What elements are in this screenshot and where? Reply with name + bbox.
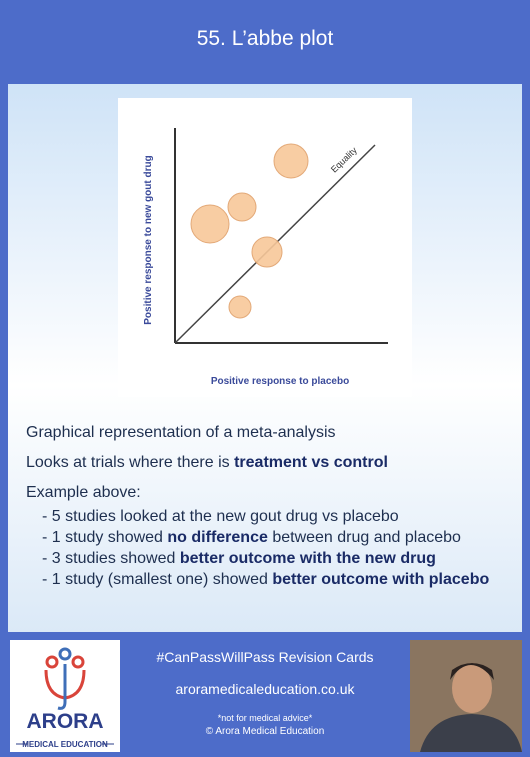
disclaimer: *not for medical advice*: [217, 713, 313, 723]
bubble: [190, 204, 230, 244]
text: Looks at trials where there is: [26, 454, 235, 471]
bubble: [251, 236, 283, 268]
bullet: - 5 studies looked at the new gout drug …: [42, 508, 516, 526]
bullet: - 1 study showed no difference between d…: [42, 529, 516, 547]
content-panel: Equality Positive response to new gout d…: [8, 84, 522, 632]
bold-text: better outcome with placebo: [272, 571, 490, 588]
labbe-figure: Equality Positive response to new gout d…: [118, 98, 412, 397]
text: - 1 study (smallest one) showed: [42, 571, 273, 588]
bold-text: no difference: [167, 529, 268, 546]
bubble: [228, 295, 252, 319]
bubble: [227, 192, 257, 222]
face: [452, 663, 492, 713]
title: 55. L’abbe plot: [0, 0, 530, 84]
text: between drug and placebo: [267, 529, 461, 546]
website: aroramedicaleducation.co.uk: [175, 681, 355, 697]
tagline: #CanPassWillPass Revision Cards: [156, 649, 374, 665]
body-text: Graphical representation of a meta-analy…: [26, 424, 516, 592]
logo-dot: [58, 647, 72, 661]
logo-sub: MEDICAL EDUCATION: [22, 740, 108, 749]
text: - 5 studies looked at the new gout drug …: [42, 508, 399, 525]
logo-dot: [45, 655, 59, 669]
bold-text: better outcome with the new drug: [179, 550, 436, 567]
y-label: Positive response to new gout drug: [143, 155, 154, 324]
x-label: Positive response to placebo: [211, 376, 349, 387]
bullet-list: - 5 studies looked at the new gout drug …: [26, 508, 516, 589]
intro: Graphical representation of a meta-analy…: [26, 424, 336, 441]
hair: [450, 663, 494, 680]
footer-text: #CanPassWillPass Revision Cards aroramed…: [130, 640, 400, 737]
bubble: [273, 143, 309, 179]
photo: [410, 640, 522, 752]
logo-graphic: ARORA MEDICAL EDUCATION: [16, 647, 114, 749]
text: - 1 study showed: [42, 529, 168, 546]
logo-name: ARORA: [27, 710, 104, 733]
logo-dot: [71, 655, 85, 669]
line-label: Equality: [329, 145, 359, 175]
bullet: - 3 studies showed better outcome with t…: [42, 550, 516, 568]
lines: Looks at trials where there is treatment…: [26, 454, 516, 472]
logo: ARORA MEDICAL EDUCATION: [10, 640, 120, 752]
text-line: Looks at trials where there is treatment…: [26, 454, 516, 472]
photo-graphic: [410, 640, 522, 752]
logo-stem: [57, 664, 67, 710]
bubbles: [190, 143, 309, 319]
bold-text: treatment vs control: [234, 454, 388, 471]
bullet: - 1 study (smallest one) showed better o…: [42, 571, 516, 589]
shoulders: [420, 714, 522, 752]
copyright: © Arora Medical Education: [205, 726, 325, 737]
example-heading: Example above:: [26, 484, 141, 501]
text: - 3 studies showed: [42, 550, 180, 567]
